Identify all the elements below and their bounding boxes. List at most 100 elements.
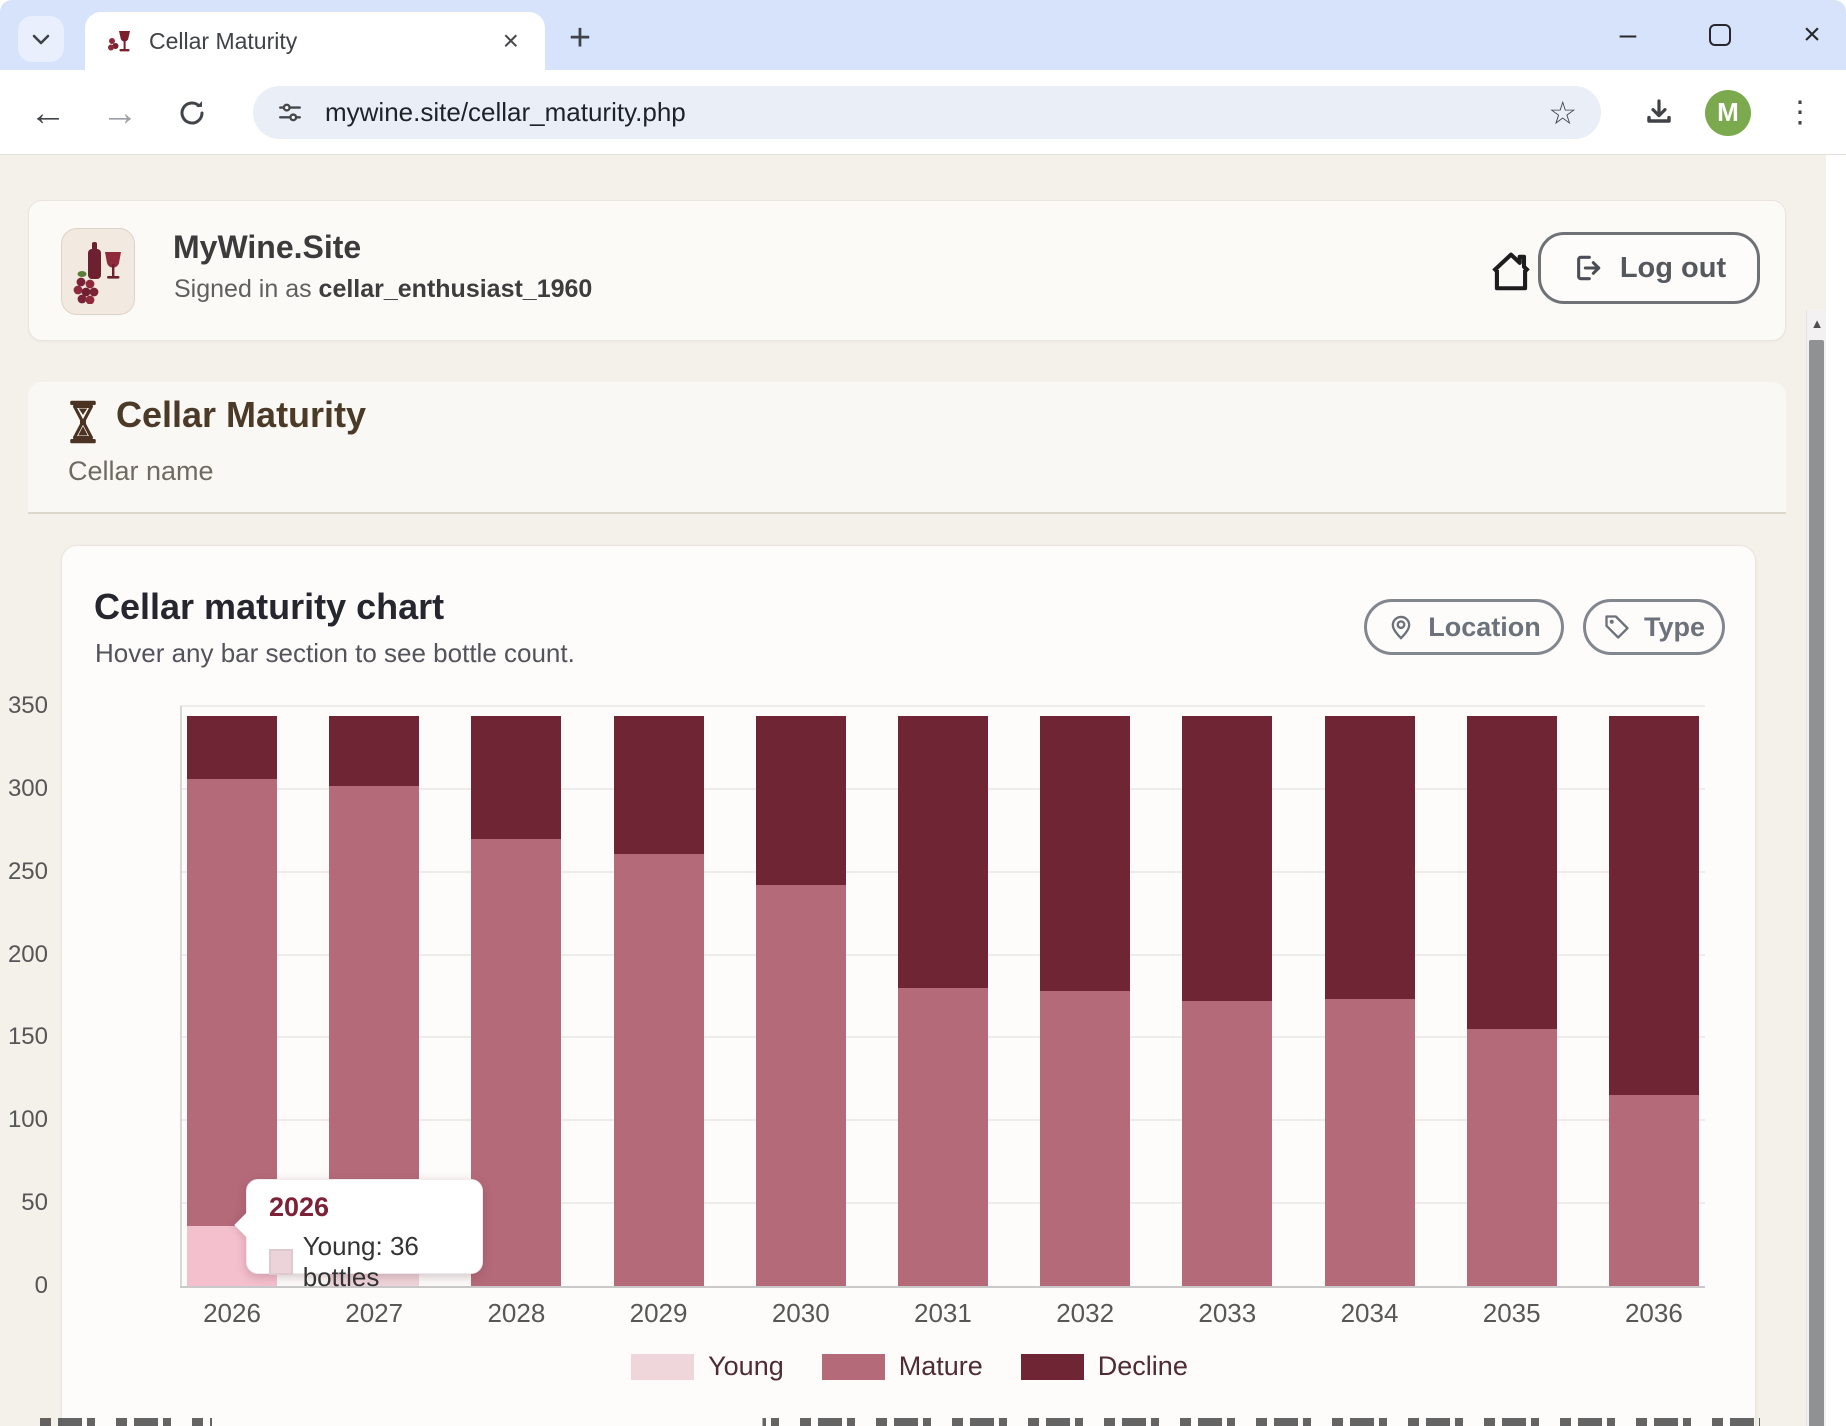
bar-2031[interactable] xyxy=(897,706,988,1286)
browser-menu-button[interactable]: ⋮ xyxy=(1774,70,1826,155)
scrollbar-thumb[interactable] xyxy=(1809,340,1824,1426)
logout-icon xyxy=(1576,255,1601,281)
x-tick-label: 2027 xyxy=(345,1298,404,1328)
bar-segment-mature[interactable] xyxy=(897,987,988,1286)
x-tick-label: 2030 xyxy=(771,1298,830,1328)
tab-title: Cellar Maturity xyxy=(149,27,298,54)
bar-segment-young[interactable] xyxy=(329,1272,420,1286)
x-tick-label: 2029 xyxy=(629,1298,688,1328)
x-tick-label: 2034 xyxy=(1340,1298,1399,1328)
three-dots-icon: ⋮ xyxy=(1785,96,1815,129)
reload-button[interactable] xyxy=(164,70,220,155)
bar-2029[interactable] xyxy=(613,706,704,1286)
site-name: MyWine.Site xyxy=(173,229,362,265)
bar-segment-decline[interactable] xyxy=(1040,715,1131,992)
bar-2034[interactable] xyxy=(1324,706,1415,1286)
home-icon xyxy=(1492,252,1530,291)
chevron-down-icon xyxy=(29,27,53,51)
new-tab-button[interactable]: + xyxy=(568,16,592,59)
y-tick-label: 50 xyxy=(21,1189,48,1217)
site-logo xyxy=(61,228,135,315)
legend-label: Mature xyxy=(898,1351,983,1381)
type-button-label: Type xyxy=(1643,611,1705,642)
bar-segment-decline[interactable] xyxy=(1182,715,1273,1001)
bar-segment-decline[interactable] xyxy=(755,715,846,885)
y-tick-label: 350 xyxy=(7,692,48,719)
bar-segment-decline[interactable] xyxy=(471,715,562,839)
bar-segment-mature[interactable] xyxy=(1608,1095,1699,1286)
page-title: Cellar Maturity xyxy=(116,394,367,435)
signed-in-text: Signed in as cellar_enthusiast_1960 xyxy=(174,275,592,304)
home-button[interactable] xyxy=(1484,244,1538,300)
chart-legend: Young Mature Decline xyxy=(62,1351,1757,1382)
y-tick-label: 300 xyxy=(7,774,48,802)
x-tick-label: 2032 xyxy=(1056,1298,1115,1328)
legend-swatch xyxy=(631,1353,695,1380)
clipped-text-row xyxy=(40,1418,1760,1426)
bar-segment-decline[interactable] xyxy=(613,715,704,854)
chart-title: Cellar maturity chart xyxy=(94,586,445,627)
bar-segment-mature[interactable] xyxy=(1182,1000,1273,1286)
legend-item-young: Young xyxy=(631,1351,784,1382)
location-filter-button[interactable]: Location xyxy=(1364,599,1564,655)
bar-segment-decline[interactable] xyxy=(897,715,988,988)
download-button[interactable] xyxy=(1630,70,1688,155)
tab-strip: Cellar Maturity × + – × xyxy=(0,0,1846,70)
legend-item-decline: Decline xyxy=(1020,1351,1188,1382)
y-tick-label: 100 xyxy=(7,1106,48,1134)
profile-avatar[interactable]: M xyxy=(1702,70,1754,155)
forward-button[interactable]: → xyxy=(101,91,139,133)
url-bar[interactable]: mywine.site/cellar_maturity.php ☆ xyxy=(253,86,1601,139)
bar-2036[interactable] xyxy=(1608,706,1699,1286)
tooltip-text: Young: 36 bottles xyxy=(302,1231,419,1292)
x-tick-label: 2033 xyxy=(1198,1298,1257,1328)
site-info-icon[interactable] xyxy=(277,100,303,126)
bar-segment-decline[interactable] xyxy=(1466,715,1557,1030)
bookmark-star-icon[interactable]: ☆ xyxy=(1548,94,1577,131)
x-tick-label: 2028 xyxy=(487,1298,546,1328)
tab-close-icon[interactable]: × xyxy=(502,25,519,56)
bar-segment-mature[interactable] xyxy=(1040,991,1131,1286)
legend-item-mature: Mature xyxy=(821,1351,983,1382)
type-filter-button[interactable]: Type xyxy=(1583,599,1725,655)
page-scrollbar[interactable]: ▲ ▼ xyxy=(1806,310,1826,1426)
logout-button[interactable]: Log out xyxy=(1538,232,1760,304)
url-text[interactable]: mywine.site/cellar_maturity.php xyxy=(325,97,686,127)
tab-search-button[interactable] xyxy=(18,16,64,62)
legend-label: Decline xyxy=(1097,1351,1188,1381)
bar-2030[interactable] xyxy=(755,706,846,1286)
bar-segment-decline[interactable] xyxy=(1608,715,1699,1096)
bar-2035[interactable] xyxy=(1466,706,1557,1286)
page-subtitle: Cellar name xyxy=(68,456,214,486)
bar-segment-mature[interactable] xyxy=(755,884,846,1286)
browser-toolbar: ← → mywine.site/cellar_maturity.php ☆ M … xyxy=(0,70,1846,155)
x-tick-label: 2035 xyxy=(1482,1298,1541,1328)
y-axis-labels: 0 50 100 150 200 250 300 350 xyxy=(0,692,48,1299)
bar-segment-mature[interactable] xyxy=(1466,1029,1557,1286)
bar-2026[interactable] xyxy=(187,706,277,1286)
minimize-button[interactable]: – xyxy=(1619,18,1637,51)
maximize-button[interactable] xyxy=(1700,15,1740,55)
bar-segment-mature[interactable] xyxy=(187,778,277,1227)
y-tick-label: 200 xyxy=(7,940,48,968)
back-button[interactable]: ← xyxy=(29,91,67,133)
scroll-up-arrow[interactable]: ▲ xyxy=(1810,316,1824,331)
y-tick-label: 0 xyxy=(34,1272,48,1299)
bar-2028[interactable] xyxy=(471,706,562,1286)
close-window-button[interactable]: × xyxy=(1803,18,1821,51)
bar-segment-mature[interactable] xyxy=(1324,999,1415,1286)
grapes-wine-icon xyxy=(73,241,121,304)
bar-segment-decline[interactable] xyxy=(329,715,420,786)
bar-2033[interactable] xyxy=(1182,706,1273,1286)
y-axis-line xyxy=(180,706,182,1286)
bar-segment-decline[interactable] xyxy=(1324,715,1415,1000)
gridline xyxy=(180,705,1705,707)
bar-2032[interactable] xyxy=(1040,706,1131,1286)
tag-icon xyxy=(1605,615,1629,639)
bar-segment-mature[interactable] xyxy=(613,853,704,1286)
bar-segment-mature[interactable] xyxy=(471,838,562,1286)
bar-segment-decline[interactable] xyxy=(187,715,277,779)
browser-tab[interactable]: Cellar Maturity × xyxy=(85,12,545,70)
location-button-label: Location xyxy=(1428,611,1541,642)
